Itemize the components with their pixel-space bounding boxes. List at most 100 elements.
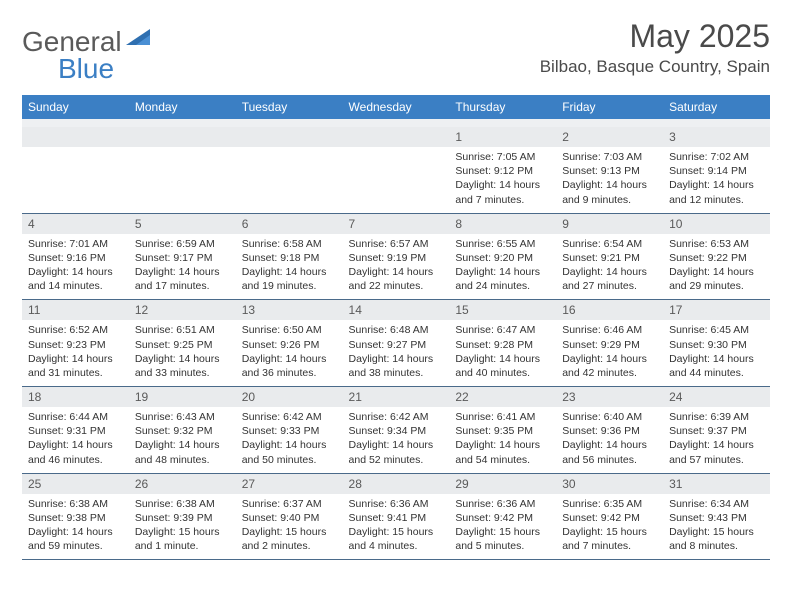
sunset-text: Sunset: 9:27 PM (349, 338, 444, 352)
daylight-text: Daylight: 14 hours and 33 minutes. (135, 352, 230, 380)
sunset-text: Sunset: 9:34 PM (349, 424, 444, 438)
daylight-text: Daylight: 14 hours and 50 minutes. (242, 438, 337, 466)
day-cell: 27Sunrise: 6:37 AMSunset: 9:40 PMDayligh… (236, 473, 343, 560)
daylight-text: Daylight: 14 hours and 40 minutes. (455, 352, 550, 380)
day-number (236, 127, 343, 147)
sunrise-text: Sunrise: 6:47 AM (455, 323, 550, 337)
day-info: Sunrise: 6:57 AMSunset: 9:19 PMDaylight:… (343, 234, 450, 300)
day-info: Sunrise: 6:58 AMSunset: 9:18 PMDaylight:… (236, 234, 343, 300)
day-info: Sunrise: 6:53 AMSunset: 9:22 PMDaylight:… (663, 234, 770, 300)
day-info: Sunrise: 7:03 AMSunset: 9:13 PMDaylight:… (556, 147, 663, 213)
sunset-text: Sunset: 9:23 PM (28, 338, 123, 352)
sunrise-text: Sunrise: 7:01 AM (28, 237, 123, 251)
col-thu: Thursday (449, 95, 556, 119)
sunrise-text: Sunrise: 6:46 AM (562, 323, 657, 337)
day-number: 14 (343, 300, 450, 320)
day-info: Sunrise: 6:59 AMSunset: 9:17 PMDaylight:… (129, 234, 236, 300)
week-row: 25Sunrise: 6:38 AMSunset: 9:38 PMDayligh… (22, 473, 770, 560)
day-cell: 23Sunrise: 6:40 AMSunset: 9:36 PMDayligh… (556, 387, 663, 474)
sunset-text: Sunset: 9:21 PM (562, 251, 657, 265)
day-info: Sunrise: 6:39 AMSunset: 9:37 PMDaylight:… (663, 407, 770, 473)
col-sat: Saturday (663, 95, 770, 119)
daylight-text: Daylight: 14 hours and 44 minutes. (669, 352, 764, 380)
day-number: 5 (129, 214, 236, 234)
sunrise-text: Sunrise: 7:02 AM (669, 150, 764, 164)
day-info: Sunrise: 6:36 AMSunset: 9:42 PMDaylight:… (449, 494, 556, 560)
sunrise-text: Sunrise: 6:53 AM (669, 237, 764, 251)
day-info: Sunrise: 6:34 AMSunset: 9:43 PMDaylight:… (663, 494, 770, 560)
day-number: 11 (22, 300, 129, 320)
sunset-text: Sunset: 9:39 PM (135, 511, 230, 525)
day-info: Sunrise: 6:44 AMSunset: 9:31 PMDaylight:… (22, 407, 129, 473)
daylight-text: Daylight: 14 hours and 7 minutes. (455, 178, 550, 206)
sunrise-text: Sunrise: 6:42 AM (242, 410, 337, 424)
day-cell (343, 127, 450, 213)
daylight-text: Daylight: 14 hours and 29 minutes. (669, 265, 764, 293)
sunrise-text: Sunrise: 6:44 AM (28, 410, 123, 424)
day-cell: 16Sunrise: 6:46 AMSunset: 9:29 PMDayligh… (556, 300, 663, 387)
day-info: Sunrise: 6:42 AMSunset: 9:33 PMDaylight:… (236, 407, 343, 473)
sunrise-text: Sunrise: 6:37 AM (242, 497, 337, 511)
daylight-text: Daylight: 14 hours and 22 minutes. (349, 265, 444, 293)
daylight-text: Daylight: 15 hours and 4 minutes. (349, 525, 444, 553)
day-cell: 20Sunrise: 6:42 AMSunset: 9:33 PMDayligh… (236, 387, 343, 474)
day-cell: 30Sunrise: 6:35 AMSunset: 9:42 PMDayligh… (556, 473, 663, 560)
day-number: 22 (449, 387, 556, 407)
sunset-text: Sunset: 9:30 PM (669, 338, 764, 352)
sunset-text: Sunset: 9:42 PM (562, 511, 657, 525)
day-number: 16 (556, 300, 663, 320)
day-number: 8 (449, 214, 556, 234)
sunrise-text: Sunrise: 6:52 AM (28, 323, 123, 337)
day-number: 6 (236, 214, 343, 234)
day-cell: 6Sunrise: 6:58 AMSunset: 9:18 PMDaylight… (236, 213, 343, 300)
day-number: 29 (449, 474, 556, 494)
day-info: Sunrise: 6:35 AMSunset: 9:42 PMDaylight:… (556, 494, 663, 560)
daylight-text: Daylight: 14 hours and 27 minutes. (562, 265, 657, 293)
sunset-text: Sunset: 9:18 PM (242, 251, 337, 265)
day-cell: 10Sunrise: 6:53 AMSunset: 9:22 PMDayligh… (663, 213, 770, 300)
sunrise-text: Sunrise: 6:45 AM (669, 323, 764, 337)
sunrise-text: Sunrise: 6:39 AM (669, 410, 764, 424)
day-info: Sunrise: 7:02 AMSunset: 9:14 PMDaylight:… (663, 147, 770, 213)
day-info: Sunrise: 6:48 AMSunset: 9:27 PMDaylight:… (343, 320, 450, 386)
spacer-row (22, 119, 770, 127)
sunset-text: Sunset: 9:29 PM (562, 338, 657, 352)
day-cell: 1Sunrise: 7:05 AMSunset: 9:12 PMDaylight… (449, 127, 556, 213)
daylight-text: Daylight: 14 hours and 17 minutes. (135, 265, 230, 293)
daylight-text: Daylight: 14 hours and 46 minutes. (28, 438, 123, 466)
sunrise-text: Sunrise: 6:38 AM (28, 497, 123, 511)
day-cell: 8Sunrise: 6:55 AMSunset: 9:20 PMDaylight… (449, 213, 556, 300)
daylight-text: Daylight: 14 hours and 48 minutes. (135, 438, 230, 466)
daylight-text: Daylight: 14 hours and 9 minutes. (562, 178, 657, 206)
day-cell: 14Sunrise: 6:48 AMSunset: 9:27 PMDayligh… (343, 300, 450, 387)
col-fri: Friday (556, 95, 663, 119)
day-number: 18 (22, 387, 129, 407)
sunset-text: Sunset: 9:38 PM (28, 511, 123, 525)
logo-blue: Blue (58, 53, 114, 85)
sunrise-text: Sunrise: 6:42 AM (349, 410, 444, 424)
sunrise-text: Sunrise: 6:36 AM (349, 497, 444, 511)
sunset-text: Sunset: 9:25 PM (135, 338, 230, 352)
day-number: 24 (663, 387, 770, 407)
day-number: 10 (663, 214, 770, 234)
day-number: 12 (129, 300, 236, 320)
day-number: 21 (343, 387, 450, 407)
sunset-text: Sunset: 9:16 PM (28, 251, 123, 265)
day-number: 17 (663, 300, 770, 320)
day-cell: 25Sunrise: 6:38 AMSunset: 9:38 PMDayligh… (22, 473, 129, 560)
day-info: Sunrise: 6:52 AMSunset: 9:23 PMDaylight:… (22, 320, 129, 386)
calendar-body: 1Sunrise: 7:05 AMSunset: 9:12 PMDaylight… (22, 127, 770, 560)
sunset-text: Sunset: 9:22 PM (669, 251, 764, 265)
daylight-text: Daylight: 14 hours and 59 minutes. (28, 525, 123, 553)
daylight-text: Daylight: 14 hours and 56 minutes. (562, 438, 657, 466)
day-number: 7 (343, 214, 450, 234)
sunrise-text: Sunrise: 7:05 AM (455, 150, 550, 164)
location: Bilbao, Basque Country, Spain (540, 57, 770, 77)
daylight-text: Daylight: 15 hours and 7 minutes. (562, 525, 657, 553)
day-cell: 13Sunrise: 6:50 AMSunset: 9:26 PMDayligh… (236, 300, 343, 387)
daylight-text: Daylight: 14 hours and 19 minutes. (242, 265, 337, 293)
day-number: 2 (556, 127, 663, 147)
day-cell: 29Sunrise: 6:36 AMSunset: 9:42 PMDayligh… (449, 473, 556, 560)
day-info: Sunrise: 6:37 AMSunset: 9:40 PMDaylight:… (236, 494, 343, 560)
day-info: Sunrise: 6:40 AMSunset: 9:36 PMDaylight:… (556, 407, 663, 473)
